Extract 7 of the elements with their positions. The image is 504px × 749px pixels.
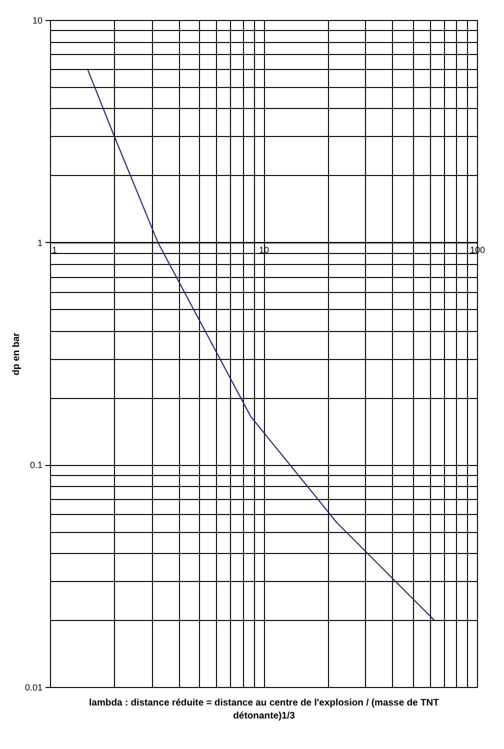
- y-tick-label: 1: [37, 238, 42, 248]
- y-tick-label: 10: [32, 16, 42, 26]
- y-tick-label: 0.01: [24, 682, 42, 692]
- x-axis-title: lambda : distance réduite = distance au centre de l'explosion / (masse de TNT détonante)1/3: [89, 698, 440, 722]
- y-axis-title: dp en bar: [10, 332, 22, 376]
- x-tick-label: 1: [52, 244, 58, 255]
- y-tick-label: 0.1: [30, 460, 42, 470]
